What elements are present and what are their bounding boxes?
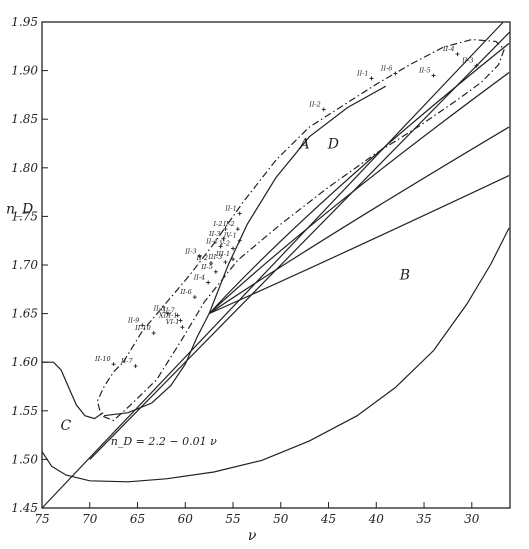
y-tick-label: 1.85 [11, 112, 38, 126]
y-tick-label: 1.90 [11, 64, 38, 78]
glass-point [213, 269, 218, 274]
glass-point [223, 227, 228, 232]
glass-point [231, 246, 236, 251]
glass-point [474, 63, 479, 68]
x-tick-label: 55 [225, 512, 240, 526]
y-tick-label: 1.55 [11, 404, 38, 418]
glass-point-label: II-2 [308, 100, 320, 108]
y-tick-label: 1.65 [11, 307, 38, 321]
glass-point [393, 71, 398, 76]
glass-point [192, 295, 197, 300]
glass-point [166, 311, 171, 316]
equation-label: n_D = 2.2 − 0.01 ν [111, 435, 217, 448]
y-tick-label: 1.80 [11, 161, 38, 175]
glass-point-label: I-2 [212, 220, 222, 228]
fan-line [208, 72, 510, 315]
glass-point [231, 257, 236, 262]
x-tick-label: 40 [368, 512, 385, 526]
x-tick-label: 30 [464, 512, 480, 526]
y-tick-label: 1.75 [11, 209, 38, 223]
glass-point-label: II-10 [134, 324, 151, 332]
glass-point-label: II-2 [196, 254, 208, 262]
glass-point-label: IV-1 [223, 232, 237, 240]
glass-point [218, 244, 223, 249]
glass-point-label: XIII-1 [158, 311, 178, 319]
glass-point-label: II-4 [442, 45, 454, 53]
glass-point-label: II-5 [418, 66, 430, 74]
x-tick-label: 35 [416, 512, 431, 526]
glass-point [140, 323, 145, 328]
glass-point [235, 227, 240, 232]
y-tick-label: 1.50 [11, 452, 38, 466]
region-label: D [327, 136, 339, 152]
glass-point-label: II-7 [120, 357, 133, 365]
glass-point-label: II-3 [208, 230, 220, 238]
region-label: C [61, 418, 72, 434]
x-tick-label: 50 [273, 512, 289, 526]
x-tick-label: 60 [178, 512, 194, 526]
glass-point-label: II-6 [179, 288, 191, 296]
equation-line [89, 31, 511, 460]
glass-point [206, 280, 211, 285]
reference-line [41, 21, 504, 509]
fan-line [208, 175, 510, 315]
fan-line [208, 42, 510, 315]
glass-point-label: VI-1 [166, 318, 180, 326]
glass-point-label: II-1 [224, 204, 236, 212]
glass-point [455, 52, 460, 57]
glass-point-label: II-6 [380, 65, 392, 73]
field-A-boundary [96, 38, 506, 422]
glass-point [209, 261, 214, 266]
x-tick-label: 65 [130, 512, 145, 526]
glass-point [369, 76, 374, 81]
glass-point-label: II-2 [222, 220, 234, 228]
glass-point-label: II-9 [127, 316, 139, 324]
glass-point-label: III-1 [215, 250, 230, 258]
y-tick-label: 1.60 [11, 355, 38, 369]
y-tick-label: 1.45 [11, 501, 38, 515]
x-axis-label: ν [248, 528, 257, 544]
region-label: A [298, 136, 310, 152]
glass-point [197, 254, 202, 259]
glass-point [175, 313, 180, 318]
glass-point [178, 318, 183, 323]
field-D-lower-curve [104, 313, 210, 417]
glass-point-label: II-3 [184, 247, 196, 255]
glass-point-label: II-3 [461, 57, 473, 65]
glass-point-label: II-4 [205, 238, 217, 246]
y-axis-label: n_D [6, 201, 33, 217]
field-B-lower-boundary [41, 227, 510, 483]
x-tick-label: 45 [320, 512, 336, 526]
x-tick-label: 75 [34, 512, 49, 526]
glass-point [133, 364, 138, 369]
field-C-boundary [42, 361, 104, 420]
glass-point [321, 107, 326, 112]
glass-point-label: II-8 [153, 305, 165, 313]
glass-point [180, 325, 185, 330]
glass-point-label: II-10 [94, 355, 111, 363]
glass-point [237, 211, 242, 216]
glass-point-label: II-1 [356, 69, 368, 77]
glass-point [111, 362, 116, 367]
glass-point-label: III-3 [207, 253, 222, 261]
x-tick-label: 70 [82, 512, 98, 526]
region-label: B [399, 268, 410, 284]
glass-point [151, 331, 156, 336]
y-tick-label: 1.95 [11, 15, 38, 29]
fan-line [208, 126, 510, 315]
field-D-upper-curve [208, 85, 387, 314]
glass-point-label: II-4 [193, 273, 205, 281]
y-tick-label: 1.70 [11, 258, 38, 272]
glass-point-label: II-7 [162, 307, 175, 315]
glass-point-label: V-2 [220, 239, 230, 247]
glass-point [223, 260, 228, 265]
glass-point [221, 236, 226, 241]
glass-point-label: II-5 [200, 263, 212, 271]
glass-point [237, 238, 242, 243]
glass-point [431, 73, 436, 78]
